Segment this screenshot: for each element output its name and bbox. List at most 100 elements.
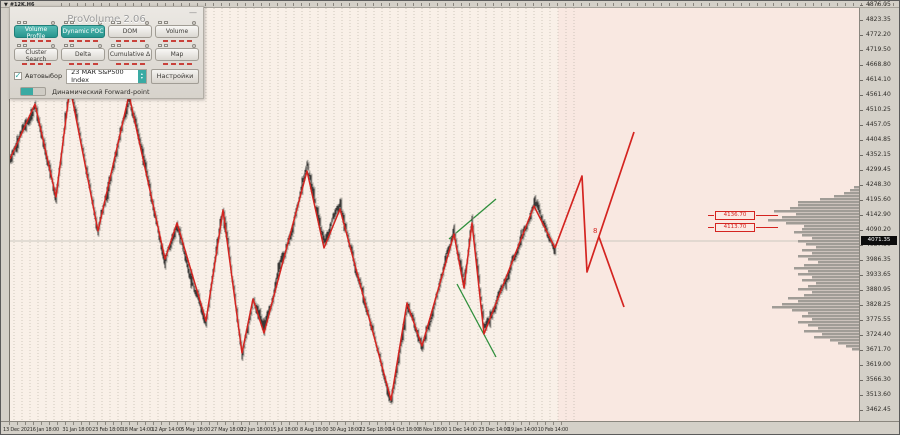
mini-square-icon[interactable] <box>117 21 121 24</box>
price-tick <box>860 349 863 351</box>
panel-button-map[interactable]: Map <box>155 48 199 61</box>
zigzag-line <box>10 86 635 401</box>
red-dash-icon <box>139 39 145 42</box>
forecast-price-tag: 4113.70 <box>715 223 755 232</box>
panel-button-volume-profile[interactable]: Volume Profile <box>14 25 58 40</box>
mini-square-icon[interactable] <box>23 21 27 24</box>
red-dash-icon <box>68 62 74 65</box>
panel-button-dom[interactable]: DOM <box>108 25 152 38</box>
minimize-button[interactable]: — <box>189 8 197 17</box>
gear-icon[interactable] <box>98 43 102 48</box>
red-dash-icon <box>178 39 184 42</box>
red-dash-icon <box>84 39 90 42</box>
time-axis-label: 31 Jan 18:00 <box>62 427 92 433</box>
mini-controls <box>61 20 105 25</box>
price-axis-label: 3462.45 <box>866 406 891 413</box>
panel-button-cumulative-[interactable]: Cumulative Δ <box>108 48 152 61</box>
spinner-down-icon[interactable]: ▾ <box>140 75 143 80</box>
price-axis-label: 3671.70 <box>866 346 891 353</box>
mini-square-icon[interactable] <box>64 44 68 47</box>
gear-icon[interactable] <box>145 20 149 25</box>
panel-button-row-2: Cluster Search Delta Cumulative Δ Map <box>10 43 203 66</box>
spinner-up-icon[interactable]: ▴ <box>140 71 143 76</box>
panel-button-cell: Cumulative Δ <box>108 43 152 66</box>
panel-button-cluster-search[interactable]: Cluster Search <box>14 48 58 63</box>
autoselect-checkbox[interactable]: ✓ Автовыбор <box>14 70 62 80</box>
mini-square-icon[interactable] <box>111 21 115 24</box>
time-axis-label: 10 Feb 14:00 <box>537 427 569 433</box>
tag-connector-line <box>756 227 778 228</box>
gear-icon[interactable] <box>51 20 55 25</box>
status-dashes <box>108 38 152 43</box>
time-axis-label: 23 Feb 18:00 <box>92 427 123 433</box>
checkbox-icon: ✓ <box>14 70 22 80</box>
forward-point-toggle[interactable] <box>20 87 46 96</box>
toggle-knob-icon <box>21 88 33 95</box>
price-tick <box>860 49 863 51</box>
symbol-select[interactable]: 23 MAR S&P500 Index ▴ ▾ <box>66 68 147 84</box>
price-axis-label: 3880.95 <box>866 286 891 293</box>
price-axis-label: 4772.20 <box>866 31 891 38</box>
mini-square-icon[interactable] <box>17 21 21 24</box>
panel-button-dynamic-poc[interactable]: Dynamic POC <box>61 25 105 38</box>
settings-button[interactable]: Настройки <box>151 68 199 84</box>
time-axis-label: 19 Jan 14:00 <box>507 427 538 433</box>
mini-square-icon[interactable] <box>17 44 21 47</box>
mini-square-icon[interactable] <box>70 21 74 24</box>
price-tick <box>860 334 863 336</box>
time-axis-label: 27 May 18:00 <box>210 427 243 433</box>
panel-title-bar: ProVolume 2.06 — <box>10 7 203 25</box>
panel-title: ProVolume 2.06 <box>67 14 146 25</box>
spinner-icon[interactable]: ▴ ▾ <box>137 69 146 83</box>
price-axis-label: 4823.35 <box>866 16 891 23</box>
time-axis-label: 30 Aug 18:00 <box>329 427 362 433</box>
gear-icon[interactable] <box>51 43 55 48</box>
price-axis-label: 4614.10 <box>866 76 891 83</box>
mini-controls <box>14 20 58 25</box>
mini-controls <box>61 43 105 48</box>
tag-connector-line <box>708 227 714 228</box>
red-dash-icon <box>115 62 121 65</box>
mini-square-icon[interactable] <box>70 44 74 47</box>
mini-square-icon[interactable] <box>158 21 162 24</box>
time-axis-label: 5 May 18:00 <box>181 427 211 433</box>
red-dash-icon <box>131 62 137 65</box>
forward-point-label: Динамический Forward-point <box>52 87 150 96</box>
price-tick <box>860 4 863 6</box>
price-tick <box>860 34 863 36</box>
mini-square-icon[interactable] <box>164 44 168 47</box>
red-dash-icon <box>45 62 51 65</box>
status-dashes <box>61 38 105 43</box>
symbol-tab-label: #12K.H6 <box>9 1 35 8</box>
mini-square-icon[interactable] <box>23 44 27 47</box>
mini-square-icon[interactable] <box>158 44 162 47</box>
mini-square-icon[interactable] <box>164 21 168 24</box>
ruler-ticks <box>61 3 899 6</box>
red-dash-icon <box>186 62 192 65</box>
panel-button-cell: Map <box>155 43 199 66</box>
red-dash-icon <box>37 62 43 65</box>
gear-icon[interactable] <box>192 43 196 48</box>
price-tick <box>860 169 863 171</box>
time-axis[interactable]: 13 Dec 2021 6 Jan 18:00 31 Jan 18:00 23 Feb… <box>1 421 899 434</box>
price-tick <box>860 79 863 81</box>
gear-icon[interactable] <box>145 43 149 48</box>
price-tick <box>860 394 863 396</box>
time-axis-label: 14 Oct 18:00 <box>389 427 420 433</box>
panel-button-cell: Delta <box>61 43 105 66</box>
forecast-lock-icon: 8 <box>593 227 597 235</box>
volume-profile <box>768 186 860 351</box>
panel-button-delta[interactable]: Delta <box>61 48 105 61</box>
gear-icon[interactable] <box>192 20 196 25</box>
symbol-tab[interactable]: ▼ #12K.H6 <box>4 1 34 8</box>
red-dash-icon <box>115 39 121 42</box>
mini-square-icon[interactable] <box>64 21 68 24</box>
gear-icon[interactable] <box>98 20 102 25</box>
mini-controls <box>14 43 58 48</box>
price-axis-label: 4876.05 <box>866 1 891 8</box>
mini-square-icon[interactable] <box>117 44 121 47</box>
mini-square-icon[interactable] <box>111 44 115 47</box>
panel-button-volume[interactable]: Volume <box>155 25 199 38</box>
price-axis[interactable]: 4876.05 4823.35 4772.20 4719.50 4668.80 4614.… <box>859 1 899 421</box>
price-tick <box>860 379 863 381</box>
